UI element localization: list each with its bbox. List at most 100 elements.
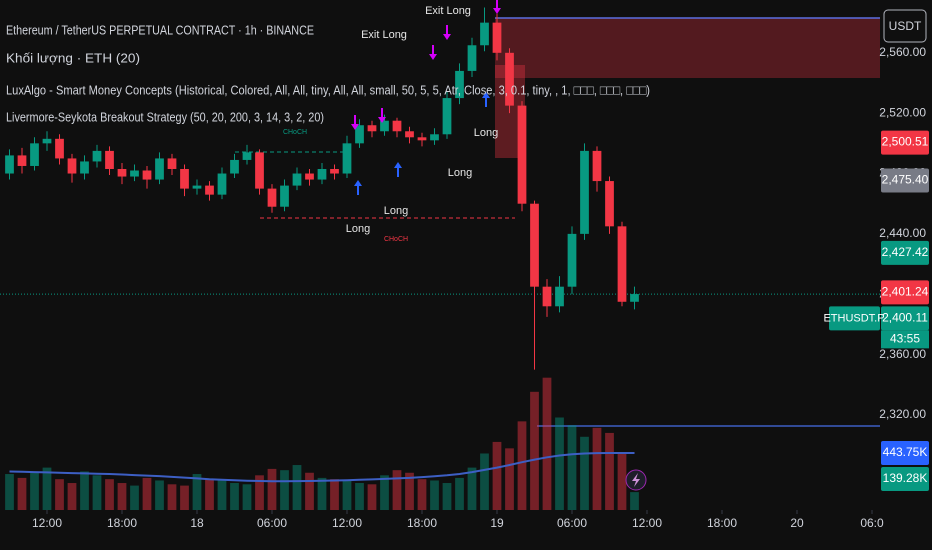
volume-bar [505,448,514,510]
candle-body [542,286,552,307]
candle-body [330,168,339,174]
candle-body [355,125,364,144]
price-tag [881,306,929,331]
chart-title: Ethereum / TetherUS PERPETUAL CONTRACT ·… [6,22,314,37]
y-tick-label: 2,560.00 [879,45,926,59]
candle-body [305,173,314,180]
y-tick-label: 2,440.00 [879,226,926,240]
volume-bar [380,475,389,510]
volume-bar [430,480,439,510]
x-tick-label: 19 [490,516,504,530]
volume-ma-line [9,452,635,483]
x-axis: 12:00 18:00 18 06:00 12:00 18:00 19 06:00 12:00 1… [32,510,884,530]
candle-body [342,143,352,174]
price-tag [881,440,929,465]
legend-line: Livermore-Seykota Breakout Strategy (50,… [6,109,324,124]
exit-arrow [378,108,386,123]
candle-body [505,52,514,106]
volume-bar [317,477,327,510]
volume-bar [17,477,27,510]
x-tick-label: 12:00 [332,516,362,530]
y-tick-label: 2,520.00 [879,105,926,119]
x-tick-label: 12:00 [32,516,62,530]
volume-bar [205,479,214,510]
legend-line: Khối lượng · ETH (20) [6,50,140,65]
volume-bar [592,427,602,510]
volume-bar [292,465,302,510]
strategy-levels [0,17,880,427]
candle-body [492,22,502,53]
long-arrow [394,162,402,177]
volume-bar [92,475,102,510]
exit-arrow [429,45,437,60]
candle-body [180,168,189,189]
annotation: CHoCH [384,236,408,243]
candle-body [617,226,627,302]
candle-body [280,185,289,207]
volume-bar [117,483,127,510]
x-tick-label: 06:00 [557,516,587,530]
candle-body [630,294,639,302]
candles [5,7,639,370]
volume-bar [167,484,177,510]
price-tag-label: 2,400.11 [882,311,928,325]
currency[interactable]: USDT [889,19,922,33]
candle-body [455,70,464,99]
x-tick-label: 20 [790,516,804,530]
legend-line: LuxAlgo - Smart Money Concepts (Historic… [6,82,650,97]
volume-bar [392,470,402,510]
annotation: Long [448,167,472,179]
candle-body [592,150,602,182]
volume-bar [5,474,14,510]
candle-body [380,120,389,132]
currency-button[interactable] [883,9,927,43]
volume-bar [242,484,252,510]
volume-bar [530,391,539,510]
volume-bar [480,453,489,510]
volume-bar [180,485,189,510]
volume-bar [567,425,577,510]
volume-bar [67,483,77,510]
volume-bar [280,470,289,510]
candle-body [367,125,377,132]
volume-bar [342,480,352,510]
candle-body [417,137,427,141]
long-arrow [482,92,490,107]
volume-bar [230,483,239,510]
annotation: Long [474,127,498,139]
exit-arrow [443,25,451,40]
candle-body [430,134,439,141]
volume-bar [255,475,264,510]
annotation: Long [384,205,408,217]
candle-body [55,138,64,159]
candle-body [67,158,77,174]
candle-body [142,170,152,180]
candle-body [267,188,277,207]
price-tag [881,168,929,193]
alert-icon-bolt [632,473,640,487]
candle-body [392,120,402,132]
x-tick-label: 18:00 [107,516,137,530]
price-tags: 2,500.51 2,475.40 2,427.42 2,401.24 2,400.11… [823,130,929,491]
y-tick-label: 2,360.00 [879,347,926,361]
long-arrow [354,180,362,195]
countdown-tag [881,330,929,349]
volume-bar [630,492,639,510]
volume-bar [467,467,477,510]
annotation: Exit Long [361,29,407,41]
symbol-tag [829,306,880,331]
price-tag-label: 2,427.42 [882,245,929,259]
candle-body [80,161,89,174]
volume-bar [355,483,364,510]
volume-bar [442,483,452,510]
x-tick-label: 18 [190,516,204,530]
volume-pane [5,377,639,510]
candle-body [530,203,539,287]
candle-body [92,150,102,162]
y-tick-label: 2,320.00 [879,407,926,421]
volume-bar [192,474,202,510]
candle-body [567,233,577,287]
candle-body [230,159,239,174]
volume-bar [330,479,339,510]
